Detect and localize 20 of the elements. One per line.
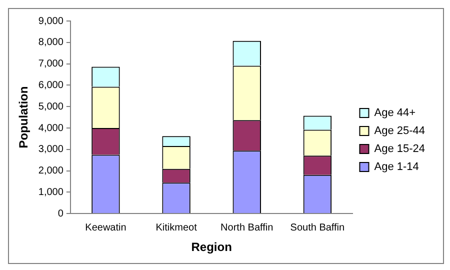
y-tick-label: 3,000 xyxy=(38,144,64,156)
legend-label: Age 15-24 xyxy=(374,143,426,156)
legend-label: Age 25-44 xyxy=(374,125,426,138)
y-tick-label: 2,000 xyxy=(38,166,64,177)
x-tick-label: Kitikmeot xyxy=(156,222,198,234)
y-tick-label: 6,000 xyxy=(38,80,64,91)
legend-label: Age 44+ xyxy=(374,107,416,120)
legend-label: Age 1-14 xyxy=(374,161,419,174)
x-tick-label: Keewatin xyxy=(85,222,126,234)
x-axis-title: Region xyxy=(191,240,232,254)
y-tick-label: 8,000 xyxy=(38,37,64,48)
y-tick-label: 7,000 xyxy=(38,58,64,70)
y-axis-title: Population xyxy=(16,86,31,148)
x-tick-label: South Baffin xyxy=(290,222,345,234)
x-tick-label: North Baffin xyxy=(220,222,274,234)
y-tick-label: 4,000 xyxy=(38,122,64,134)
y-tick-label: 0 xyxy=(58,208,64,220)
y-tick-label: 5,000 xyxy=(38,101,64,112)
y-tick-label: 9,000 xyxy=(38,16,64,27)
y-tick-label: 1,000 xyxy=(38,186,64,198)
